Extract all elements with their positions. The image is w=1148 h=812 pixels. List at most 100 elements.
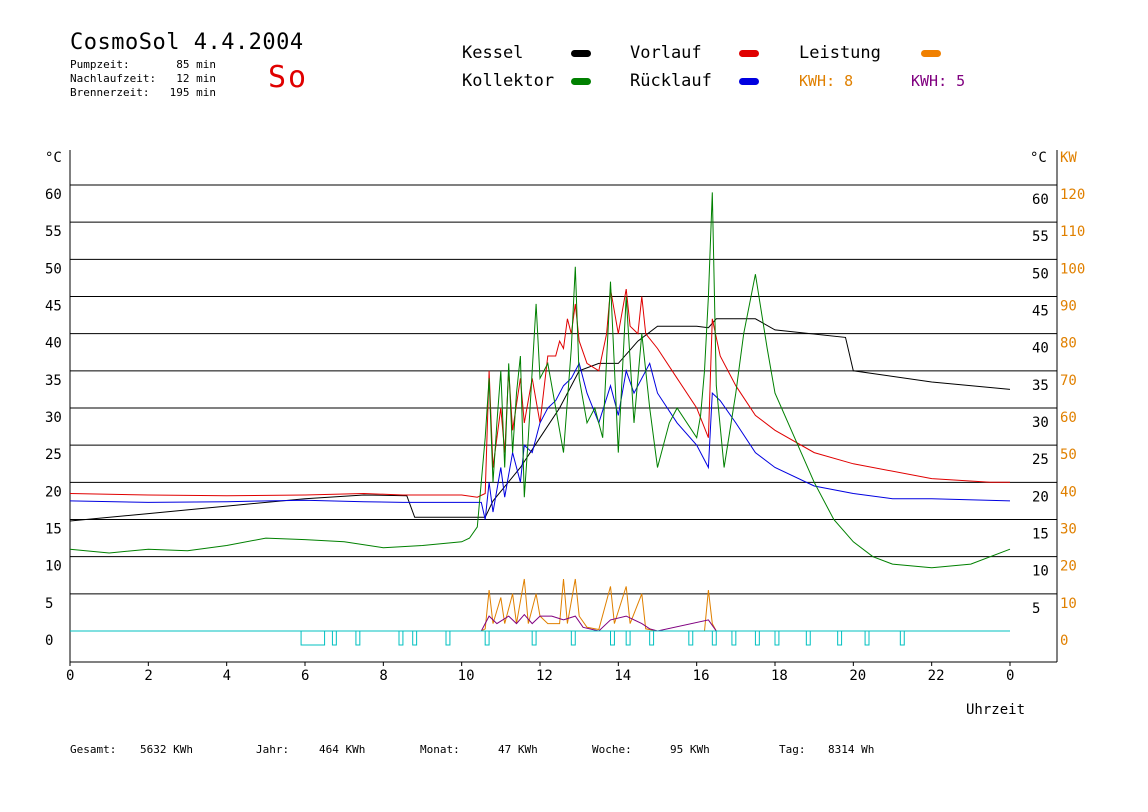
kw-tick-label-10: 10 xyxy=(1060,596,1077,612)
x-axis-label: Uhrzeit xyxy=(966,702,1026,718)
kw-tick-label-80: 80 xyxy=(1060,336,1077,352)
y-tick-label-left-30: 30 xyxy=(45,410,62,426)
x-tick-label-5: 10 xyxy=(458,668,475,684)
nachlaufzeit-label: Nachlaufzeit: xyxy=(70,72,157,85)
y-tick-label-right-10: 10 xyxy=(1032,564,1049,580)
pump-bar-1 xyxy=(331,630,337,646)
pump-bar-0 xyxy=(300,630,326,646)
x-tick-label-4: 8 xyxy=(379,668,387,684)
footer-tag-label: Tag: xyxy=(779,743,806,756)
kw-unit: KW xyxy=(1060,150,1077,166)
footer-jahr-label: Jahr: xyxy=(256,743,290,756)
series-line-purple xyxy=(480,613,1010,632)
x-tick-label-6: 12 xyxy=(536,668,553,684)
pump-bar-7 xyxy=(531,630,537,646)
y-tick-label-left-55: 55 xyxy=(45,224,62,240)
kw-tick-label-30: 30 xyxy=(1060,522,1077,538)
brennerzeit-value: 195 min xyxy=(169,86,216,99)
x-tick-label-3: 6 xyxy=(301,668,309,684)
footer-jahr-value: 464 KWh xyxy=(319,743,366,756)
y-tick-label-left-10: 10 xyxy=(45,559,62,575)
pumpzeit-label: Pumpzeit: xyxy=(70,58,130,71)
y-tick-label-right-50: 50 xyxy=(1032,266,1049,282)
x-tick-label-10: 20 xyxy=(849,668,866,684)
mode-indicator: So xyxy=(268,60,309,95)
pump-bar-15 xyxy=(754,630,760,646)
pump-bar-5 xyxy=(445,630,451,646)
y-tick-label-left-5: 5 xyxy=(45,596,53,612)
y-tick-label-right-45: 45 xyxy=(1032,304,1049,320)
pump-bar-4 xyxy=(412,630,418,646)
footer-woche-label: Woche: xyxy=(592,743,632,756)
footer-woche-value: 95 KWh xyxy=(670,743,710,756)
kw-tick-label-40: 40 xyxy=(1060,484,1077,500)
pump-bar-16 xyxy=(774,630,780,646)
pump-bar-12 xyxy=(688,630,694,646)
y-tick-label-right-35: 35 xyxy=(1032,378,1049,394)
y-tick-label-right-60: 60 xyxy=(1032,192,1049,208)
y-tick-label-left-50: 50 xyxy=(45,261,62,277)
footer-gesamt-value: 5632 KWh xyxy=(140,743,193,756)
y-tick-label-right-25: 25 xyxy=(1032,452,1049,468)
x-tick-label-7: 14 xyxy=(614,668,631,684)
stats-block: Pumpzeit: 85 min Nachlaufzeit: 12 min Bren… xyxy=(70,58,216,100)
legend-leistung-label: Leistung xyxy=(799,43,881,63)
x-tick-label-8: 16 xyxy=(693,668,710,684)
pumpzeit-value: 85 min xyxy=(176,58,216,71)
legend-ruecklauf-label: Rücklauf xyxy=(630,71,712,91)
y-tick-label-right-30: 30 xyxy=(1032,415,1049,431)
kw-tick-label-50: 50 xyxy=(1060,447,1077,463)
pump-bar-10 xyxy=(625,630,631,646)
pump-bar-14 xyxy=(731,630,737,646)
legend-leistung-swatch xyxy=(921,50,941,57)
y-tick-label-left-20: 20 xyxy=(45,484,62,500)
legend-vorlauf-label: Vorlauf xyxy=(630,43,702,63)
pump-bar-9 xyxy=(610,630,615,646)
series-line-vorlauf xyxy=(69,289,1010,498)
legend-ruecklauf-swatch xyxy=(739,78,759,85)
series-line-rcklauf xyxy=(69,362,1011,520)
brennerzeit-label: Brennerzeit: xyxy=(70,86,150,99)
chart-title: CosmoSol 4.4.2004 xyxy=(70,30,304,55)
y-tick-label-left-25: 25 xyxy=(45,447,62,463)
pump-bar-8 xyxy=(570,630,576,646)
y-tick-label-left-15: 15 xyxy=(45,522,62,538)
pump-bar-17 xyxy=(805,630,811,646)
legend-kessel-swatch xyxy=(571,50,591,57)
kwh-orange: KWH: 8 xyxy=(799,72,854,90)
series-line-kessel xyxy=(69,318,1011,522)
y-tick-label-left-0: 0 xyxy=(45,633,53,649)
pump-bar-20 xyxy=(899,630,905,646)
y-tick-label-left-35: 35 xyxy=(45,373,62,389)
x-tick-label-0: 0 xyxy=(66,668,74,684)
x-tick-label-2: 4 xyxy=(223,668,231,684)
kw-tick-label-70: 70 xyxy=(1060,373,1077,389)
y-tick-label-left-60: 60 xyxy=(45,187,62,203)
kwh-purple: KWH: 5 xyxy=(911,72,966,90)
y-tick-label-left-45: 45 xyxy=(45,299,62,315)
y-tick-label-right-55: 55 xyxy=(1032,229,1049,245)
y-tick-label-left-40: 40 xyxy=(45,336,62,352)
footer-monat-value: 47 KWh xyxy=(498,743,538,756)
x-tick-label-12: 0 xyxy=(1006,668,1014,684)
kw-tick-label-0: 0 xyxy=(1060,633,1068,649)
y-unit-left: °C xyxy=(45,150,62,166)
nachlaufzeit-value: 12 min xyxy=(176,72,216,85)
kw-tick-label-120: 120 xyxy=(1060,187,1085,203)
series-line-leistung xyxy=(481,578,1010,632)
y-tick-label-right-15: 15 xyxy=(1032,527,1049,543)
y-tick-label-right-20: 20 xyxy=(1032,489,1049,505)
x-tick-label-1: 2 xyxy=(144,668,152,684)
footer-gesamt-label: Gesamt: xyxy=(70,743,117,756)
kw-tick-label-110: 110 xyxy=(1060,224,1085,240)
kw-tick-label-60: 60 xyxy=(1060,410,1077,426)
pump-bar-11 xyxy=(649,630,655,646)
kw-tick-label-90: 90 xyxy=(1060,299,1077,315)
kw-tick-label-100: 100 xyxy=(1060,261,1085,277)
series-line-kollektor xyxy=(69,192,1011,569)
legend-kollektor-label: Kollektor xyxy=(462,71,555,91)
pump-bar-6 xyxy=(484,630,490,646)
x-tick-label-11: 22 xyxy=(928,668,945,684)
x-tick-label-9: 18 xyxy=(771,668,788,684)
